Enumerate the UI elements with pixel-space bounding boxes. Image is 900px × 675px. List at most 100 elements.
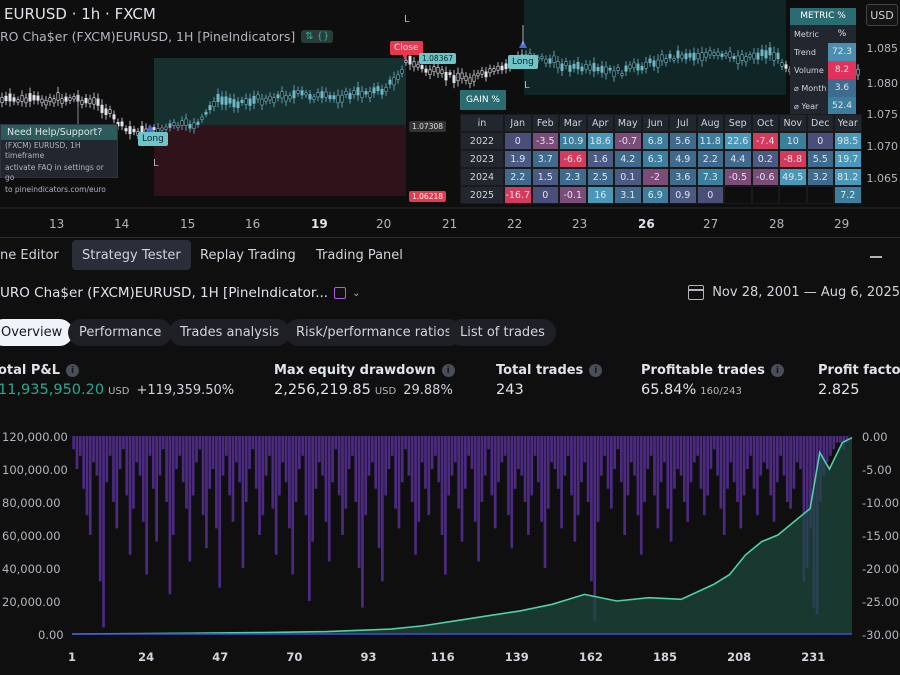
candle-body <box>560 63 564 71</box>
indicator-controls[interactable]: ⇅ {} <box>301 30 334 43</box>
gain-value-cell: 0.1 <box>614 168 642 186</box>
strategy-settings-icon[interactable] <box>334 287 347 299</box>
drawdown-bar <box>546 436 550 509</box>
tab-strategy-tester[interactable]: Strategy Tester <box>72 240 191 270</box>
candle-body <box>160 127 164 131</box>
metric-row: Volume 8.2 <box>790 61 856 79</box>
date-range-selector[interactable]: Nov 28, 2001 — Aug 6, 2025 <box>688 285 900 300</box>
info-icon[interactable]: i <box>66 364 80 377</box>
subtab-risk-ratios[interactable]: Risk/performance ratios <box>285 319 463 346</box>
minimize-icon[interactable] <box>870 256 882 258</box>
drawdown-bar <box>224 436 228 456</box>
candle-body <box>12 97 16 102</box>
equity-chart-canvas[interactable] <box>0 425 900 675</box>
candle-body <box>308 94 312 100</box>
help-title[interactable]: Need Help/Support? <box>1 125 117 140</box>
drawdown-bar <box>218 436 222 588</box>
currency-button[interactable]: USD <box>866 4 898 26</box>
drawdown-bar <box>616 436 620 450</box>
drawdown-bar <box>271 436 275 509</box>
strategy-name[interactable]: URO Cha$er (FXCM)EURUSD, 1H [PineIndicat… <box>0 285 329 301</box>
gain-value-cell: 98.5 <box>834 132 862 150</box>
price-chart-canvas[interactable] <box>0 0 900 237</box>
drawdown-bar <box>258 436 261 535</box>
drawdown-bar <box>118 436 122 469</box>
stat-label: Profitable trades <box>641 363 765 378</box>
candle-body <box>348 92 352 100</box>
info-icon[interactable]: i <box>441 364 455 377</box>
drawdown-bar <box>480 436 484 502</box>
candle-body <box>352 90 356 96</box>
drawdown-bar <box>633 436 636 476</box>
subtab-overview[interactable]: Overview <box>0 319 74 346</box>
subtab-performance[interactable]: Performance <box>68 319 173 346</box>
x-tick: 139 <box>504 650 529 664</box>
candle-body <box>32 95 36 101</box>
subtab-list-of-trades[interactable]: List of trades <box>449 319 556 346</box>
drawdown-bar <box>653 436 656 496</box>
gain-header-cell: Aug <box>696 114 724 132</box>
settings-icon[interactable]: ⇅ <box>305 31 314 42</box>
symbol-title[interactable]: EURUSD · 1h · FXCM <box>4 5 156 23</box>
stat-label: otal P&L <box>0 363 61 378</box>
candle-body <box>188 123 192 129</box>
drawdown-bar <box>361 436 364 608</box>
tab-pine-editor[interactable]: ne Editor <box>0 247 59 263</box>
drawdown-bar <box>500 436 504 463</box>
equity-chart[interactable]: 120,000.00 100,000.00 80,000.00 60,000.0… <box>0 425 900 675</box>
drawdown-bar <box>560 436 563 529</box>
chevron-down-icon[interactable]: ⌄ <box>352 287 361 299</box>
candle-body <box>60 98 64 104</box>
candle-body <box>396 74 400 80</box>
gain-value-cell <box>724 186 752 204</box>
info-icon[interactable]: i <box>770 364 784 377</box>
metric-name: Metric <box>790 25 828 43</box>
drawdown-bar <box>151 436 155 489</box>
time-tick: 20 <box>376 217 392 231</box>
gain-value-cell: 0.2 <box>751 150 779 168</box>
candle-body <box>680 54 684 59</box>
drawdown-bar <box>92 436 95 463</box>
drawdown-bar <box>138 436 142 476</box>
candle-body <box>484 71 488 78</box>
info-icon[interactable]: i <box>589 364 603 377</box>
strategy-selector[interactable]: URO Cha$er (FXCM)EURUSD, 1H [PineIndicat… <box>0 285 360 301</box>
drawdown-bar <box>304 436 308 516</box>
drawdown-bar <box>493 436 497 529</box>
candle-body <box>552 55 556 63</box>
price-chart[interactable]: EURUSD · 1h · FXCM RO Cha$er (FXCM)EURUS… <box>0 0 900 237</box>
candle-body <box>264 97 268 102</box>
tab-replay-trading[interactable]: Replay Trading <box>200 247 296 263</box>
candle-body <box>604 66 608 75</box>
drawdown-bar <box>732 436 736 483</box>
metric-value: 8.2 <box>828 61 856 79</box>
gain-value-cell: 6.8 <box>641 132 669 150</box>
candle-body <box>244 98 248 105</box>
drawdown-bar <box>357 436 361 568</box>
candle-body <box>364 91 368 95</box>
help-support-box[interactable]: Need Help/Support? (FXCM) EURUSD, 1H tim… <box>0 124 118 194</box>
drawdown-bar <box>706 436 709 496</box>
gain-value-cell: 11.8 <box>696 132 724 150</box>
candle-body <box>608 67 612 71</box>
code-icon[interactable]: {} <box>316 31 330 42</box>
entry-price: 1.07308 <box>409 121 447 132</box>
candle-body <box>408 56 412 65</box>
drawdown-bar <box>573 436 577 542</box>
date-range-text[interactable]: Nov 28, 2001 — Aug 6, 2025 <box>712 285 900 300</box>
drawdown-bar <box>490 436 494 496</box>
tab-trading-panel[interactable]: Trading Panel <box>316 247 403 263</box>
equity-line <box>71 436 853 635</box>
subtab-trades-analysis[interactable]: Trades analysis <box>169 319 291 346</box>
gain-value-cell: 5.6 <box>669 132 697 150</box>
drawdown-bar <box>387 436 391 469</box>
candle-body <box>416 63 420 68</box>
indicator-legend[interactable]: RO Cha$er (FXCM)EURUSD, 1H [PineIndicato… <box>0 29 334 44</box>
candle-body <box>428 69 432 75</box>
y-tick-right: 0.00 <box>862 430 888 444</box>
calendar-icon[interactable] <box>688 285 705 300</box>
candle-body <box>628 64 632 69</box>
price-tick: 1.085 <box>866 42 899 55</box>
candle-body <box>0 96 4 103</box>
candle-body <box>376 86 380 92</box>
